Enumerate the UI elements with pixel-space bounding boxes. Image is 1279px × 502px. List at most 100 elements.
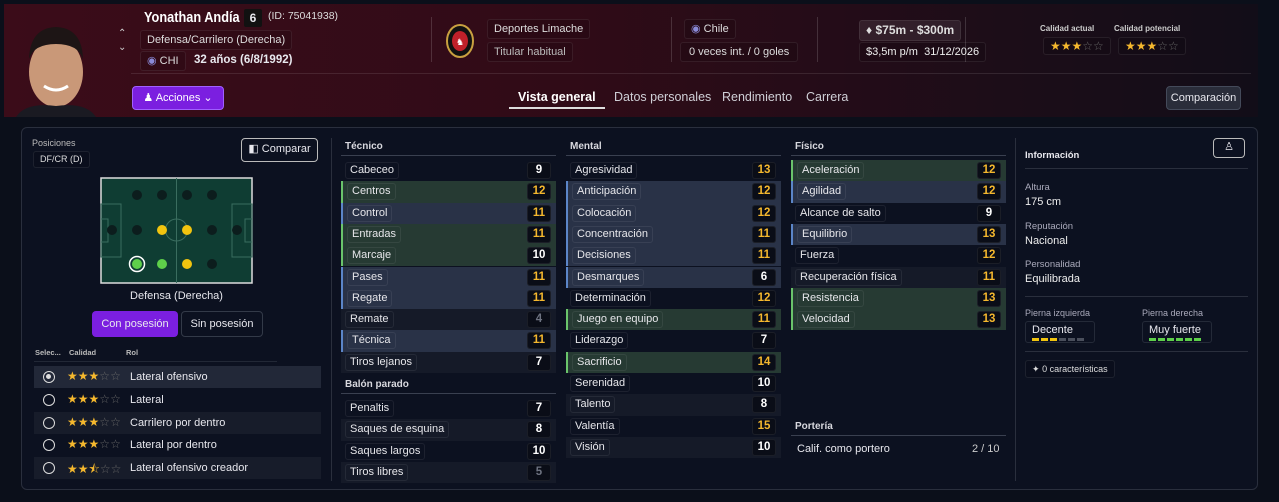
foot-bar: [1059, 338, 1066, 341]
position-dot[interactable]: [207, 259, 217, 269]
height-label: Altura: [1025, 182, 1050, 193]
role-row[interactable]: ★★⯪☆☆ Lateral ofensivo creador: [34, 457, 321, 480]
player-id: (ID: 75041938): [268, 10, 339, 22]
attribute-value: 13: [977, 289, 1001, 307]
attribute-row: Resistencia 13: [791, 287, 1006, 310]
sparkle-icon: ✦: [1032, 364, 1040, 374]
position-dot[interactable]: [132, 190, 142, 200]
potential-quality-stars: ★★★☆☆: [1118, 37, 1186, 55]
tab-vista-general[interactable]: Vista general: [518, 90, 596, 104]
balon_parado-title: Balón parado: [345, 379, 409, 390]
position-dot[interactable]: [182, 259, 192, 269]
nation-name[interactable]: ◉ Chile: [684, 19, 736, 39]
player-age: 32 años (6/8/1992): [194, 54, 293, 66]
attribute-name: Aceleración: [797, 162, 865, 179]
attribute-value: 4: [527, 311, 551, 329]
role-name: Lateral ofensivo: [130, 371, 208, 383]
prev-player-icon[interactable]: ⌃: [118, 28, 127, 39]
position-dot[interactable]: [232, 225, 242, 235]
attribute-row: Pases 11: [341, 266, 556, 288]
position-dot[interactable]: [132, 259, 142, 269]
traits-button[interactable]: ✦ 0 características: [1025, 360, 1115, 378]
attribute-name: Desmarques: [572, 268, 645, 286]
attribute-value: 9: [527, 162, 551, 179]
contract-info: $3,5m p/m 31/12/2026: [859, 42, 987, 62]
role-row[interactable]: ★★★☆☆ Lateral por dentro: [34, 434, 321, 456]
position-dot[interactable]: [207, 225, 217, 235]
role-radio[interactable]: [43, 439, 55, 452]
tab-rendimiento[interactable]: Rendimiento: [722, 90, 793, 104]
tab-carrera[interactable]: Carrera: [806, 90, 849, 104]
position-dot[interactable]: [107, 225, 117, 235]
attribute-row: Talento 8: [566, 394, 781, 416]
col-quality: Calidad: [69, 348, 97, 357]
tab-datos-personales[interactable]: Datos personales: [614, 90, 712, 104]
foot-bar: [1041, 338, 1048, 341]
with-possession-toggle[interactable]: Con posesión: [92, 311, 178, 337]
next-player-icon[interactable]: ⌄: [118, 42, 127, 53]
attribute-value: 11: [752, 311, 776, 329]
contract-end: 31/12/2026: [924, 46, 980, 58]
attribute-name: Pases: [347, 268, 388, 286]
attribute-name: Cabeceo: [345, 162, 400, 179]
attribute-row: Equilibrio 13: [791, 223, 1006, 246]
right-foot-rating: Muy fuerte: [1142, 321, 1212, 343]
attribute-row: Agilidad 12: [791, 181, 1006, 203]
player-name: Yonathan Andía: [144, 9, 240, 26]
position-dot[interactable]: [207, 190, 217, 200]
personality-label: Personalidad: [1025, 259, 1081, 270]
role-radio[interactable]: [43, 462, 55, 475]
attribute-name: Recuperación física: [795, 268, 902, 286]
role-row[interactable]: ★★★☆☆ Carrilero por dentro: [34, 411, 321, 434]
role-radio[interactable]: [43, 393, 55, 406]
attribute-name: Agilidad: [797, 183, 847, 201]
attribute-name: Equilibrio: [797, 225, 853, 243]
gk-rating-label: Calif. como portero: [797, 443, 890, 455]
svg-text:♞: ♞: [456, 37, 464, 47]
attribute-row: Aceleración 12: [791, 160, 1006, 182]
price-tag-icon: ♦: [866, 23, 873, 37]
compare-label: Comparar: [261, 143, 311, 155]
squad-status: Titular habitual: [487, 42, 573, 62]
comparison-button[interactable]: Comparación: [1166, 86, 1241, 110]
right-foot-value: Muy fuerte: [1149, 324, 1201, 336]
attribute-row: Determinación 12: [566, 288, 781, 309]
player-profile-icon[interactable]: ♙: [1213, 138, 1245, 158]
attribute-value: 11: [752, 225, 776, 243]
compare-button[interactable]: ◧ Comparar: [241, 138, 318, 162]
foot-bar: [1050, 338, 1057, 341]
chevron-down-icon: ⌄: [203, 92, 213, 104]
position-dot[interactable]: [132, 225, 142, 235]
attribute-value: 11: [977, 268, 1001, 286]
role-name: Lateral por dentro: [130, 439, 217, 452]
position-dot[interactable]: [182, 225, 192, 235]
attribute-value: 11: [527, 268, 551, 286]
foot-bar: [1077, 338, 1084, 341]
actions-button[interactable]: ♟ Acciones ⌄: [132, 86, 224, 110]
attribute-row: Centros 12: [341, 181, 556, 203]
attribute-row: Cabeceo 9: [341, 160, 556, 181]
attribute-name: Centros: [347, 183, 396, 201]
attribute-value: 11: [527, 289, 551, 307]
position-dot[interactable]: [157, 190, 167, 200]
position-dot[interactable]: [157, 225, 167, 235]
reputation-label: Reputación: [1025, 221, 1074, 232]
compare-icon: ◧: [248, 143, 259, 155]
attribute-value: 12: [527, 183, 551, 201]
attribute-row: Tiros libres 5: [341, 461, 556, 484]
role-radio[interactable]: [43, 371, 55, 383]
attribute-name: Remate: [345, 311, 394, 329]
position-dot[interactable]: [182, 190, 192, 200]
role-row[interactable]: ★★★☆☆ Lateral ofensivo: [34, 366, 321, 388]
position-dot[interactable]: [157, 259, 167, 269]
without-possession-toggle[interactable]: Sin posesión: [181, 311, 263, 337]
attribute-value: 7: [752, 332, 776, 350]
role-radio[interactable]: [43, 416, 55, 429]
nation-chip: ◉ CHI: [140, 51, 186, 71]
goalkeeping-title: Portería: [795, 421, 833, 432]
club-name[interactable]: Deportes Limache: [487, 19, 591, 39]
attribute-value: 14: [752, 353, 776, 371]
flag-icon: ◉: [147, 55, 157, 67]
role-row[interactable]: ★★★☆☆ Lateral: [34, 389, 321, 411]
attribute-name: Liderazgo: [570, 332, 629, 350]
